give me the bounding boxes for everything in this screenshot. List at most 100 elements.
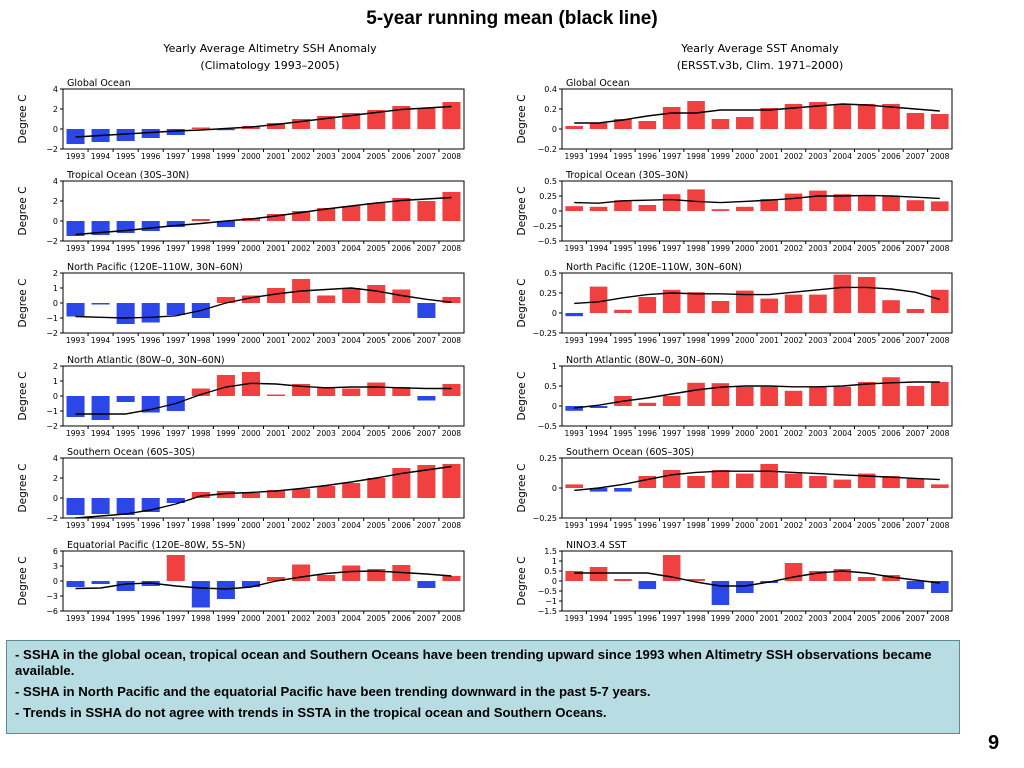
x-tick-label: 1994 xyxy=(91,429,110,438)
running-mean-line xyxy=(574,470,940,492)
bar xyxy=(638,402,657,406)
x-tick-label: 2005 xyxy=(367,614,386,623)
x-tick-label: 2005 xyxy=(857,614,876,623)
bar xyxy=(857,382,876,406)
y-tick-label: −0.25 xyxy=(532,222,557,231)
x-tick-label: 1995 xyxy=(613,244,632,253)
x-tick-label: 1995 xyxy=(613,336,632,345)
x-tick-label: 1997 xyxy=(662,336,681,345)
y-tick-label: −6 xyxy=(46,607,58,616)
x-tick-label: 2008 xyxy=(930,614,949,623)
bar xyxy=(711,209,730,211)
x-tick-label: 1995 xyxy=(116,614,135,623)
bar xyxy=(857,577,876,581)
chart-panel: Global Ocean Degree C −2 0 2 4 1993 1994 1995 199… xyxy=(17,78,465,161)
bar xyxy=(241,493,260,498)
charts-canvas: Global Ocean Degree C −2 0 2 4 1993 1994 1995 199… xyxy=(17,78,953,623)
y-tick-label: 0.5 xyxy=(544,567,557,576)
y-tick-label: 0 xyxy=(552,207,557,216)
x-tick-label: 2008 xyxy=(930,521,949,530)
y-tick-label: 0.25 xyxy=(539,289,557,298)
bar xyxy=(589,406,608,408)
x-tick-label: 2007 xyxy=(906,521,925,530)
panel-title: Tropical Ocean (30S–30N) xyxy=(565,170,688,181)
x-tick-label: 1994 xyxy=(91,614,110,623)
y-tick-label: 0.5 xyxy=(544,177,557,186)
x-tick-label: 2002 xyxy=(784,152,803,161)
x-tick-label: 2000 xyxy=(241,614,260,623)
panel-title: North Pacific (120E–110W, 30N–60N) xyxy=(67,262,243,273)
bar xyxy=(116,498,135,515)
x-tick-label: 2004 xyxy=(342,521,361,530)
x-tick-label: 2002 xyxy=(784,244,803,253)
bar xyxy=(565,484,583,488)
bar xyxy=(442,297,461,303)
bar xyxy=(367,382,386,396)
x-tick-label: 1994 xyxy=(589,152,608,161)
bar xyxy=(931,382,949,406)
x-tick-label: 1996 xyxy=(141,614,160,623)
x-tick-label: 2000 xyxy=(241,521,260,530)
bar xyxy=(687,292,705,313)
x-tick-label: 1997 xyxy=(166,614,185,623)
panel-title: Global Ocean xyxy=(566,78,630,89)
bar xyxy=(687,382,705,406)
bar xyxy=(931,201,949,211)
y-axis-label: Degree C xyxy=(17,464,29,513)
x-tick-label: 2004 xyxy=(342,244,361,253)
x-tick-label: 1999 xyxy=(711,336,730,345)
y-tick-label: 0 xyxy=(53,217,58,226)
y-tick-label: 4 xyxy=(53,177,58,186)
bar xyxy=(784,294,803,313)
x-tick-label: 2003 xyxy=(316,614,335,623)
panel-title: North Atlantic (80W–0, 30N–60N) xyxy=(566,355,724,366)
x-tick-label: 2005 xyxy=(367,152,386,161)
x-tick-label: 2002 xyxy=(291,152,310,161)
panel-title: Equatorial Pacific (120E–80W, 5S–5N) xyxy=(67,540,245,551)
bar xyxy=(589,123,608,129)
x-tick-label: 2004 xyxy=(833,521,852,530)
x-tick-label: 1996 xyxy=(638,429,657,438)
y-tick-label: 0 xyxy=(552,125,557,134)
x-tick-label: 2004 xyxy=(833,336,852,345)
x-tick-label: 2000 xyxy=(735,152,754,161)
bar xyxy=(906,581,925,589)
x-tick-label: 1998 xyxy=(191,614,210,623)
bar xyxy=(565,406,583,411)
panel-title: Global Ocean xyxy=(67,78,131,89)
bar xyxy=(267,577,286,581)
bar xyxy=(442,384,461,396)
x-tick-label: 2000 xyxy=(241,244,260,253)
bar xyxy=(91,303,110,305)
x-tick-label: 2007 xyxy=(417,152,436,161)
x-tick-label: 1999 xyxy=(216,521,235,530)
bar xyxy=(442,464,461,498)
x-tick-label: 2000 xyxy=(735,336,754,345)
bar xyxy=(216,221,235,227)
x-tick-label: 2005 xyxy=(367,336,386,345)
bar xyxy=(614,579,632,581)
bar xyxy=(292,489,311,498)
x-tick-label: 2003 xyxy=(316,152,335,161)
running-mean-line xyxy=(75,196,452,236)
bar xyxy=(809,294,827,313)
x-tick-label: 1995 xyxy=(116,521,135,530)
bar xyxy=(736,581,754,593)
x-tick-label: 1994 xyxy=(91,521,110,530)
x-tick-label: 2003 xyxy=(808,152,827,161)
x-tick-label: 2003 xyxy=(316,336,335,345)
x-tick-label: 1993 xyxy=(565,336,584,345)
x-tick-label: 2007 xyxy=(417,614,436,623)
bar xyxy=(736,206,754,211)
bar xyxy=(711,470,730,488)
y-tick-label: −1.5 xyxy=(538,607,557,616)
bar xyxy=(317,295,336,303)
y-axis-label: Degree C xyxy=(516,372,528,421)
bar xyxy=(784,193,803,211)
bar xyxy=(931,289,949,313)
y-tick-label: 3 xyxy=(53,562,58,571)
bar xyxy=(809,102,827,129)
bar xyxy=(906,478,925,488)
y-tick-label: −2 xyxy=(46,145,58,154)
x-tick-label: 2007 xyxy=(906,336,925,345)
